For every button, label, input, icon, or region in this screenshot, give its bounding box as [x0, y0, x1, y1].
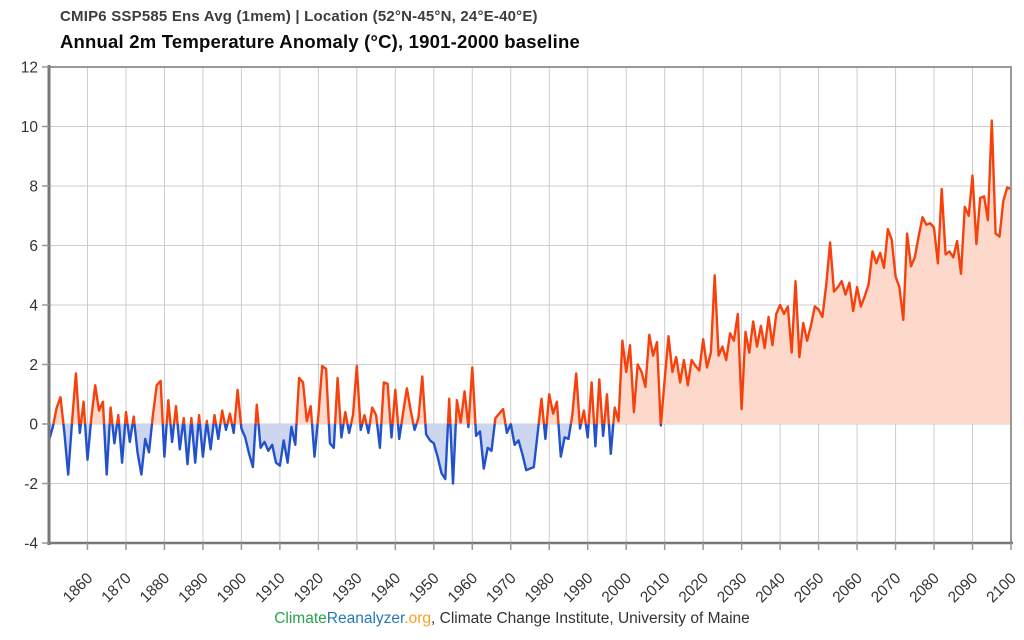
y-tick-label--4: -4 [24, 536, 38, 553]
x-tick-label-2010: 2010 [637, 570, 674, 606]
x-tick-label-2030: 2030 [714, 570, 751, 606]
x-tick-label-1980: 1980 [522, 570, 559, 606]
x-tick-label-2040: 2040 [753, 570, 790, 606]
x-tick-label-2020: 2020 [676, 570, 713, 606]
y-tick-label-10: 10 [21, 119, 39, 136]
x-tick-label-1940: 1940 [368, 570, 405, 606]
climatereanalyzer-link[interactable]: ClimateReanalyzer.org [274, 610, 431, 627]
x-tick-label-2050: 2050 [791, 570, 828, 606]
x-tick-label-1970: 1970 [483, 570, 520, 606]
y-tick-label-4: 4 [29, 298, 38, 315]
series-line-positive [52, 119, 1013, 424]
x-tick-label-2070: 2070 [868, 570, 905, 606]
chart-header: CMIP6 SSP585 Ens Avg (1mem) | Location (… [60, 8, 580, 53]
y-tick-label-12: 12 [21, 60, 38, 77]
x-tick-label-1920: 1920 [291, 570, 328, 606]
y-tick-label-0: 0 [29, 417, 38, 434]
y-tick-label-2: 2 [29, 357, 38, 374]
y-tick-label--2: -2 [24, 476, 38, 493]
x-tick-label-2090: 2090 [945, 570, 982, 606]
x-tick-label-1990: 1990 [560, 570, 597, 606]
x-tick-label-2080: 2080 [906, 570, 943, 606]
x-tick-label-1950: 1950 [406, 570, 443, 606]
x-tick-label-1960: 1960 [445, 570, 482, 606]
footer-credit: ClimateReanalyzer.org, Climate Change In… [0, 610, 1024, 628]
x-tick-label-1880: 1880 [137, 570, 174, 606]
y-tick-label-8: 8 [29, 179, 38, 196]
footer-brand-reanalyzer[interactable]: Reanalyzer [326, 610, 405, 627]
temperature-anomaly-chart: -4 -2 0 2 4 6 8 10 12 1860 1870 1880 1890 1900 1910 192… [21, 60, 1020, 607]
y-tick-label-6: 6 [29, 238, 38, 255]
x-tick-label-1900: 1900 [214, 570, 251, 606]
x-tick-label-1930: 1930 [329, 570, 366, 606]
x-tick-label-2000: 2000 [599, 570, 636, 606]
series-fill-positive [49, 120, 1011, 424]
footer-brand-org[interactable]: .org [404, 610, 432, 627]
x-tick-label-1890: 1890 [175, 570, 212, 606]
footer-brand-climate[interactable]: Climate [274, 610, 327, 627]
x-tick-label-2060: 2060 [830, 570, 867, 606]
x-tick-label-2100: 2100 [983, 570, 1020, 606]
chart-title: Annual 2m Temperature Anomaly (°C), 1901… [60, 30, 580, 52]
x-tick-label-1910: 1910 [252, 570, 289, 606]
footer-credit-text: , Climate Change Institute, University o… [431, 610, 750, 627]
series-line-negative [47, 424, 663, 485]
x-tick-label-1870: 1870 [98, 570, 135, 606]
chart-subtitle: CMIP6 SSP585 Ens Avg (1mem) | Location (… [60, 8, 538, 25]
x-tick-label-1860: 1860 [60, 570, 97, 606]
